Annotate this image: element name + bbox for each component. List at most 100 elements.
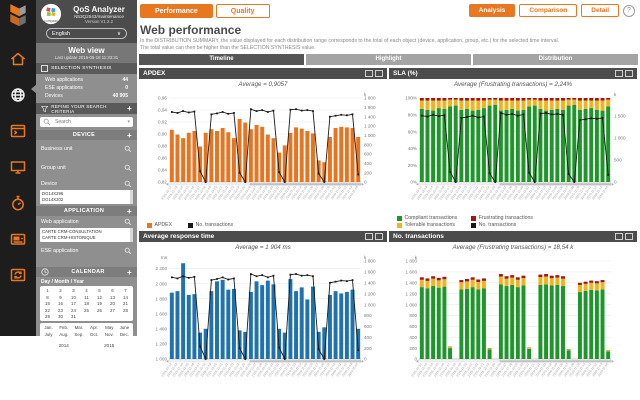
calendar-cell[interactable]: Feb.: [59, 325, 69, 331]
brand-logo-icon[interactable]: [7, 3, 29, 27]
list-item[interactable]: DG14X296: [42, 191, 64, 196]
calendar-cell[interactable]: 14: [123, 294, 128, 300]
devices-icon[interactable]: [7, 156, 29, 178]
refine-plus-button[interactable]: +: [127, 104, 132, 113]
calendar-cell[interactable]: 7: [124, 288, 127, 294]
storage-icon[interactable]: [7, 228, 29, 250]
calendar-cell[interactable]: 21: [123, 301, 128, 307]
calendar-cell[interactable]: Aug.: [59, 331, 69, 337]
device-field[interactable]: Device: [36, 178, 137, 190]
web-application-field[interactable]: Web application: [36, 216, 137, 228]
calendar-cell[interactable]: 29: [45, 314, 50, 320]
calendar-cell[interactable]: 31: [71, 314, 76, 320]
tab-performance[interactable]: Performance: [140, 4, 213, 18]
calendar-cell[interactable]: 12: [97, 294, 102, 300]
calendar-cell[interactable]: 5: [98, 288, 101, 294]
list-item[interactable]: DG14X202: [42, 197, 64, 203]
calendar-cell[interactable]: Mar.: [74, 325, 84, 331]
calendar-cell[interactable]: 6: [111, 288, 114, 294]
calendar-cell[interactable]: 17: [71, 301, 76, 307]
calendar-cell[interactable]: 26: [97, 307, 102, 313]
calendar-cell[interactable]: 1: [46, 288, 49, 294]
calendar-cell[interactable]: 15: [45, 301, 50, 307]
calendar-cell[interactable]: 20: [110, 301, 115, 307]
refine-search-bar[interactable]: REFINE YOUR SEARCH CRITERIA +: [36, 103, 137, 114]
group-unit-field[interactable]: Group unit: [36, 159, 137, 178]
web-view-icon[interactable]: [7, 84, 29, 106]
calendar-cell[interactable]: 13: [110, 294, 115, 300]
home-icon[interactable]: [7, 48, 29, 70]
print-icon[interactable]: [365, 233, 373, 240]
search-icon[interactable]: [124, 247, 132, 255]
search-icon[interactable]: [124, 180, 132, 188]
export-icon[interactable]: [625, 70, 633, 77]
calendar-cell[interactable]: Dec.: [119, 331, 129, 337]
calendar-cell[interactable]: July: [44, 331, 53, 337]
calendar-cell[interactable]: 25: [84, 307, 89, 313]
application-plus-button[interactable]: +: [127, 206, 132, 216]
ese-application-field[interactable]: ESE application: [36, 242, 137, 261]
print-icon[interactable]: [615, 233, 623, 240]
search-input[interactable]: [53, 118, 126, 126]
list-item[interactable]: CARTE CRM-CONSULTATION: [42, 229, 102, 235]
business-unit-field[interactable]: Business unit: [36, 140, 137, 159]
calendar-cell[interactable]: 16: [58, 301, 63, 307]
web-application-listbox[interactable]: CARTE CRM-CONSULTATION CARTE CRM-HISTORIQ…: [40, 228, 133, 243]
export-icon[interactable]: [375, 233, 383, 240]
selection-synthesis-bar[interactable]: SELECTION SYNTHESIS: [36, 63, 137, 74]
export-icon[interactable]: [375, 70, 383, 77]
calendar-cell[interactable]: 30: [58, 314, 63, 320]
comparison-button[interactable]: Comparison: [519, 4, 578, 17]
applications-icon[interactable]: [7, 120, 29, 142]
language-select[interactable]: English ∨: [46, 28, 127, 39]
export-icon[interactable]: [625, 233, 633, 240]
calendar-cell[interactable]: Sep.: [74, 331, 84, 337]
calendar-cell[interactable]: Jan.: [44, 325, 53, 331]
calendar-cell[interactable]: 2: [59, 288, 62, 294]
calendar-cell[interactable]: 27: [110, 307, 115, 313]
calendar-cell[interactable]: 22: [45, 307, 50, 313]
tab-highlight[interactable]: Highlight: [306, 54, 471, 65]
calendar-cell[interactable]: 10: [71, 294, 76, 300]
calendar-cell[interactable]: 19: [97, 301, 102, 307]
listbox-scrollbar[interactable]: [129, 228, 133, 243]
analysis-button[interactable]: Analysis: [468, 4, 516, 17]
transfer-icon[interactable]: [7, 264, 29, 286]
device-section-header[interactable]: DEVICE +: [36, 130, 137, 140]
tab-quality[interactable]: Quality: [215, 4, 270, 18]
calendar-cell[interactable]: 18: [84, 301, 89, 307]
search-icon[interactable]: [124, 218, 132, 226]
help-button[interactable]: ?: [623, 4, 635, 17]
application-section-header[interactable]: APPLICATION +: [36, 206, 137, 217]
device-plus-button[interactable]: +: [127, 130, 132, 140]
calendar-cell[interactable]: 24: [71, 307, 76, 313]
calendar-section-header[interactable]: CALENDAR +: [36, 267, 137, 278]
tab-timeline[interactable]: Timeline: [139, 54, 304, 65]
calendar-cell[interactable]: May: [105, 325, 114, 331]
calendar-plus-button[interactable]: +: [127, 267, 132, 277]
response-time-icon[interactable]: [7, 192, 29, 214]
list-item[interactable]: CARTE CRM-HISTORIQUE: [42, 235, 96, 241]
listbox-scrollbar[interactable]: [129, 190, 133, 205]
calendar-cell[interactable]: 2015: [104, 342, 115, 348]
search-dropdown-icon[interactable]: ▾: [127, 119, 130, 125]
calendar-cell[interactable]: 2014: [58, 342, 69, 348]
detail-button[interactable]: Detail: [581, 4, 619, 17]
search-icon[interactable]: [124, 164, 132, 172]
calendar-cell[interactable]: 8: [46, 294, 49, 300]
calendar-cell[interactable]: Apr.: [90, 325, 98, 331]
calendar-cell[interactable]: 3: [72, 288, 75, 294]
calendar-cell[interactable]: 23: [58, 307, 63, 313]
calendar-cell[interactable]: June: [119, 325, 130, 331]
tab-distribution[interactable]: Distribution: [473, 54, 638, 65]
calendar-cell[interactable]: 11: [84, 294, 89, 300]
device-listbox[interactable]: DG14X296 DG14X202: [40, 190, 133, 205]
calendar-cell[interactable]: Oct.: [90, 331, 99, 337]
calendar-cell[interactable]: Nov.: [104, 331, 114, 337]
calendar-cell[interactable]: 4: [85, 288, 88, 294]
calendar-cell[interactable]: 28: [123, 307, 128, 313]
print-icon[interactable]: [615, 70, 623, 77]
print-icon[interactable]: [365, 70, 373, 77]
calendar-cell[interactable]: 9: [59, 294, 62, 300]
search-icon[interactable]: [124, 145, 132, 153]
